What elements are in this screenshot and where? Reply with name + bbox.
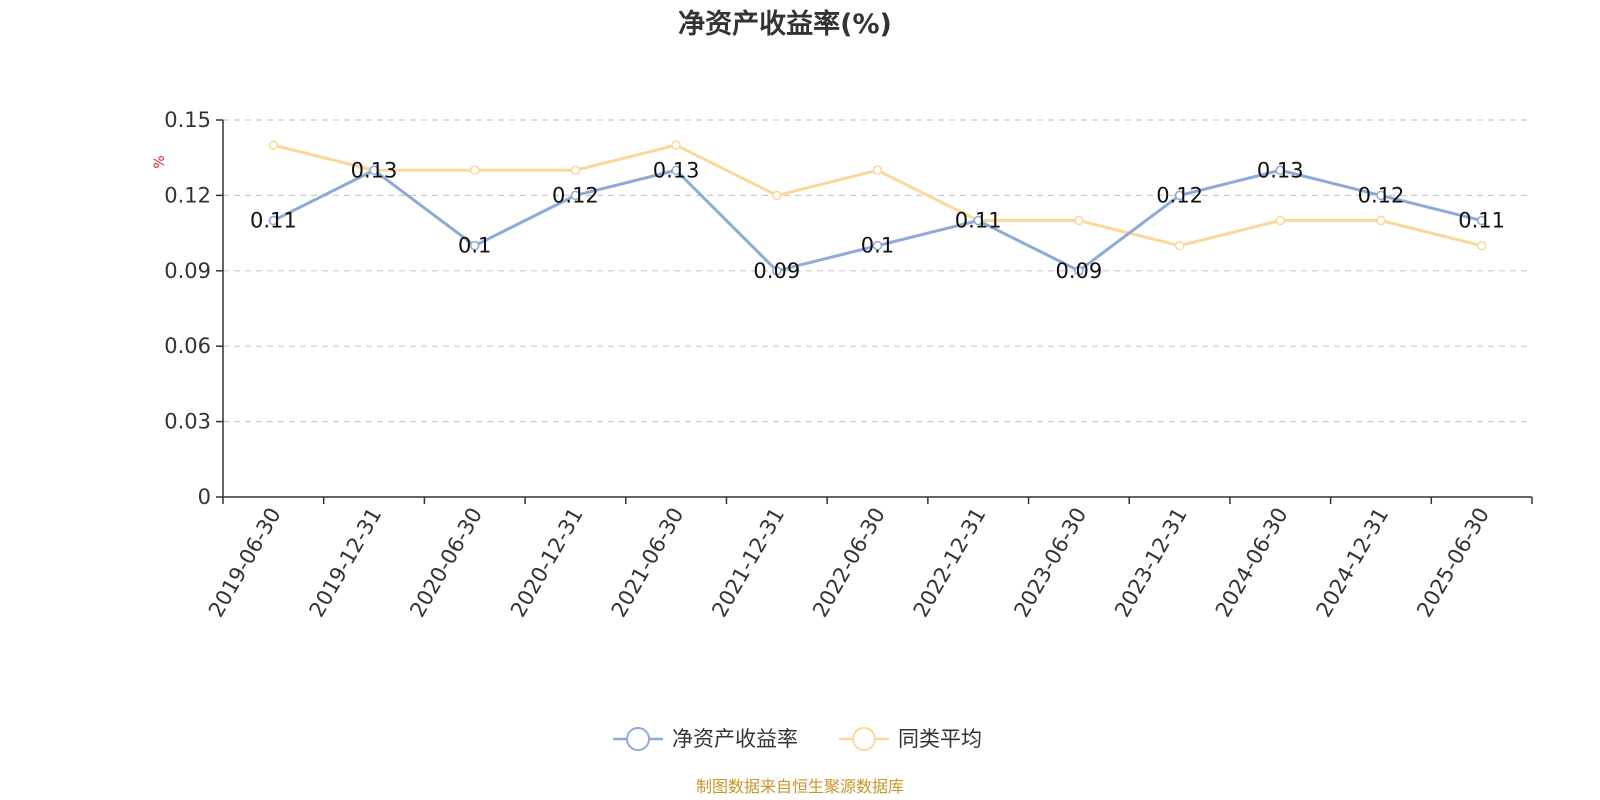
data-label: 0.13 xyxy=(1257,158,1304,182)
data-point[interactable] xyxy=(1476,240,1487,251)
data-point[interactable] xyxy=(671,165,681,176)
legend-label: 净资产收益率 xyxy=(672,727,798,751)
chart-title: 净资产收益率(%) xyxy=(678,8,892,40)
y-tick-label: 0.06 xyxy=(164,334,211,358)
x-tick-label: 2019-06-30 xyxy=(204,504,286,622)
y-tick-label: 0.15 xyxy=(164,108,211,132)
data-point[interactable] xyxy=(369,165,379,176)
data-label: 0.12 xyxy=(552,183,599,207)
data-label: 0.11 xyxy=(955,209,1002,233)
legend-marker xyxy=(626,727,650,751)
grid-lines xyxy=(223,119,1532,423)
x-tick-label: 2020-06-30 xyxy=(405,504,487,622)
y-tick-label: 0.03 xyxy=(164,410,211,434)
series-lines xyxy=(268,140,1487,276)
data-point[interactable] xyxy=(268,140,279,150)
data-point[interactable] xyxy=(570,165,581,176)
y-tick-label: 0 xyxy=(198,485,211,509)
data-point[interactable] xyxy=(268,215,279,226)
x-tick-label: 2022-06-30 xyxy=(808,504,890,622)
data-point[interactable] xyxy=(1476,215,1487,226)
data-label: 0.09 xyxy=(753,259,800,283)
data-point[interactable] xyxy=(570,190,581,201)
legend-marker xyxy=(852,727,876,751)
data-point[interactable] xyxy=(469,165,480,176)
y-tick-label: 0.12 xyxy=(164,183,211,207)
data-label: 0.1 xyxy=(861,234,894,258)
legend[interactable]: 净资产收益率 同类平均 xyxy=(613,727,982,751)
data-point[interactable] xyxy=(872,165,883,176)
x-tick-label: 2023-06-30 xyxy=(1009,504,1091,622)
x-tick-label: 2024-12-31 xyxy=(1311,504,1393,622)
data-point[interactable] xyxy=(1174,240,1185,251)
source-note: 制图数据来自恒生聚源数据库 xyxy=(696,777,904,796)
y-tick-label: 0.09 xyxy=(164,259,211,283)
data-label: 0.1 xyxy=(458,234,491,258)
data-point[interactable] xyxy=(1376,215,1386,226)
data-label: 0.09 xyxy=(1056,259,1103,283)
data-labels: 0.11 0.13 0.1 0.12 0.13 0.09 0.1 0.11 0.09 0.12 0.… xyxy=(250,158,1505,283)
x-tick-label: 2023-12-31 xyxy=(1110,504,1192,622)
data-point[interactable] xyxy=(1275,165,1286,176)
legend-item[interactable]: 同类平均 xyxy=(839,727,982,751)
data-label: 0.13 xyxy=(653,158,700,182)
data-label: 0.11 xyxy=(1458,209,1505,233)
data-label: 0.11 xyxy=(250,209,297,233)
data-point[interactable] xyxy=(772,190,782,201)
x-tick-label: 2022-12-31 xyxy=(909,504,991,622)
data-point[interactable] xyxy=(469,240,480,251)
x-tick-label: 2019-12-31 xyxy=(305,504,387,622)
data-point[interactable] xyxy=(872,240,883,251)
data-label: 0.12 xyxy=(1358,183,1405,207)
y-axis-unit: % xyxy=(152,155,168,168)
x-tick-label: 2021-06-30 xyxy=(607,504,689,622)
data-point[interactable] xyxy=(772,266,782,276)
data-point[interactable] xyxy=(1174,190,1185,201)
data-label: 0.13 xyxy=(351,158,398,182)
data-point[interactable] xyxy=(1376,190,1386,201)
x-tick-label: 2024-06-30 xyxy=(1211,504,1293,622)
axes: 0 0.03 0.06 0.09 0.12 0.15 2019-06-30 2019-12-3… xyxy=(164,108,1533,622)
x-tick-label: 2020-12-31 xyxy=(506,504,588,622)
data-label: 0.12 xyxy=(1156,183,1203,207)
legend-item[interactable]: 净资产收益率 xyxy=(613,727,798,751)
data-point[interactable] xyxy=(1275,215,1286,226)
data-point[interactable] xyxy=(671,140,681,150)
data-point[interactable] xyxy=(973,215,983,226)
x-tick-label: 2025-06-30 xyxy=(1412,504,1494,622)
data-point[interactable] xyxy=(1074,266,1084,276)
x-tick-label: 2021-12-31 xyxy=(707,504,789,622)
legend-label: 同类平均 xyxy=(898,727,982,751)
data-point[interactable] xyxy=(1074,215,1084,226)
